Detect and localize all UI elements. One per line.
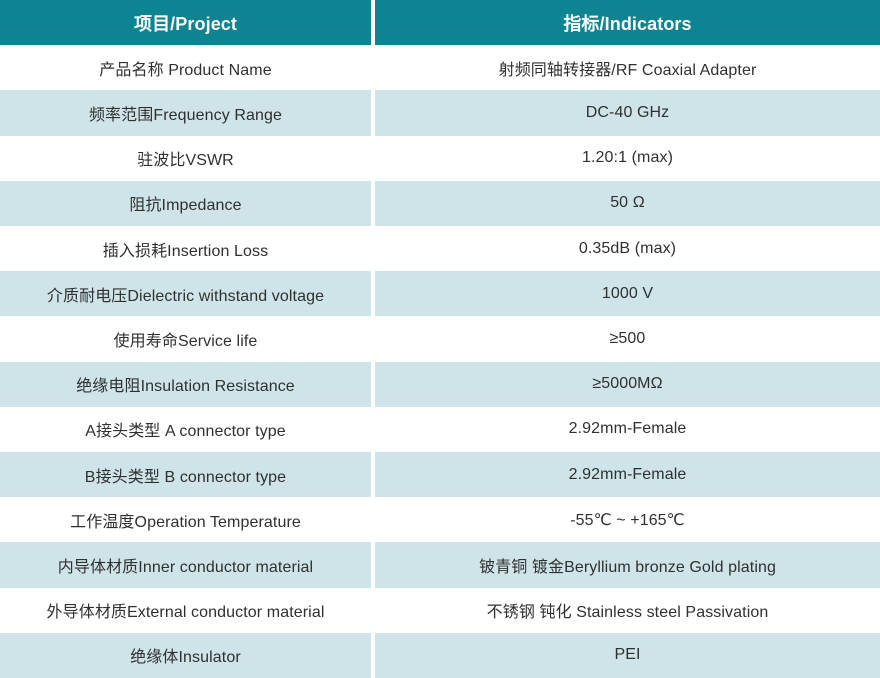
indicator-cell: DC-40 GHz xyxy=(375,90,880,136)
indicator-cell: 1.20:1 (max) xyxy=(375,135,880,181)
table-row-operation-temperature: 工作温度Operation Temperature -55℃ ~ +165℃ xyxy=(0,497,880,543)
indicator-cell: 1000 V xyxy=(375,271,880,317)
project-cell: 驻波比VSWR xyxy=(0,135,371,181)
table-row-frequency-range: 频率范围Frequency Range DC-40 GHz xyxy=(0,90,880,136)
project-cell: 绝缘体Insulator xyxy=(0,632,371,678)
table-header-row: 项目/Project 指标/Indicators xyxy=(0,0,880,46)
table-row-product-name: 产品名称 Product Name 射频同轴转接器/RF Coaxial Ada… xyxy=(0,45,880,91)
header-project: 项目/Project xyxy=(0,0,371,46)
table-row-insulator: 绝缘体Insulator PEI xyxy=(0,632,880,678)
project-cell: 插入损耗Insertion Loss xyxy=(0,226,371,272)
table-row-impedance: 阻抗Impedance 50 Ω xyxy=(0,180,880,227)
indicator-cell: 铍青铜 镀金Beryllium bronze Gold plating xyxy=(375,542,880,588)
header-indicators: 指标/Indicators xyxy=(375,0,880,46)
project-cell: 内导体材质Inner conductor material xyxy=(0,542,371,588)
indicator-cell: 射频同轴转接器/RF Coaxial Adapter xyxy=(375,45,880,91)
table-row-insulation-resistance: 绝缘电阻Insulation Resistance ≥5000MΩ xyxy=(0,361,880,407)
project-cell: 产品名称 Product Name xyxy=(0,45,371,91)
indicator-cell: PEI xyxy=(375,632,880,678)
table-row-a-connector-type: A接头类型 A connector type 2.92mm-Female xyxy=(0,406,880,453)
indicator-cell: 不锈钢 钝化 Stainless steel Passivation xyxy=(375,587,880,633)
project-cell: B接头类型 B connector type xyxy=(0,452,371,498)
table-row-b-connector-type: B接头类型 B connector type 2.92mm-Female xyxy=(0,452,880,498)
table-row-insertion-loss: 插入损耗Insertion Loss 0.35dB (max) xyxy=(0,226,880,272)
project-cell: 介质耐电压Dielectric withstand voltage xyxy=(0,271,371,317)
indicator-cell: -55℃ ~ +165℃ xyxy=(375,497,880,543)
project-cell: 阻抗Impedance xyxy=(0,180,371,227)
table-row-withstand-voltage: 介质耐电压Dielectric withstand voltage 1000 V xyxy=(0,271,880,317)
table-row-service-life: 使用寿命Service life ≥500 xyxy=(0,316,880,362)
project-cell: 使用寿命Service life xyxy=(0,316,371,362)
table-row-external-conductor-material: 外导体材质External conductor material 不锈钢 钝化 … xyxy=(0,587,880,633)
project-cell: 绝缘电阻Insulation Resistance xyxy=(0,361,371,407)
project-cell: 工作温度Operation Temperature xyxy=(0,497,371,543)
project-cell: A接头类型 A connector type xyxy=(0,406,371,453)
indicator-cell: ≥5000MΩ xyxy=(375,361,880,407)
indicator-cell: 0.35dB (max) xyxy=(375,226,880,272)
indicator-cell: ≥500 xyxy=(375,316,880,362)
indicator-cell: 2.92mm-Female xyxy=(375,406,880,453)
table-row-vswr: 驻波比VSWR 1.20:1 (max) xyxy=(0,135,880,181)
project-cell: 频率范围Frequency Range xyxy=(0,90,371,136)
project-cell: 外导体材质External conductor material xyxy=(0,587,371,633)
table-row-inner-conductor-material: 内导体材质Inner conductor material 铍青铜 镀金Bery… xyxy=(0,542,880,588)
indicator-cell: 2.92mm-Female xyxy=(375,452,880,498)
indicator-cell: 50 Ω xyxy=(375,180,880,227)
